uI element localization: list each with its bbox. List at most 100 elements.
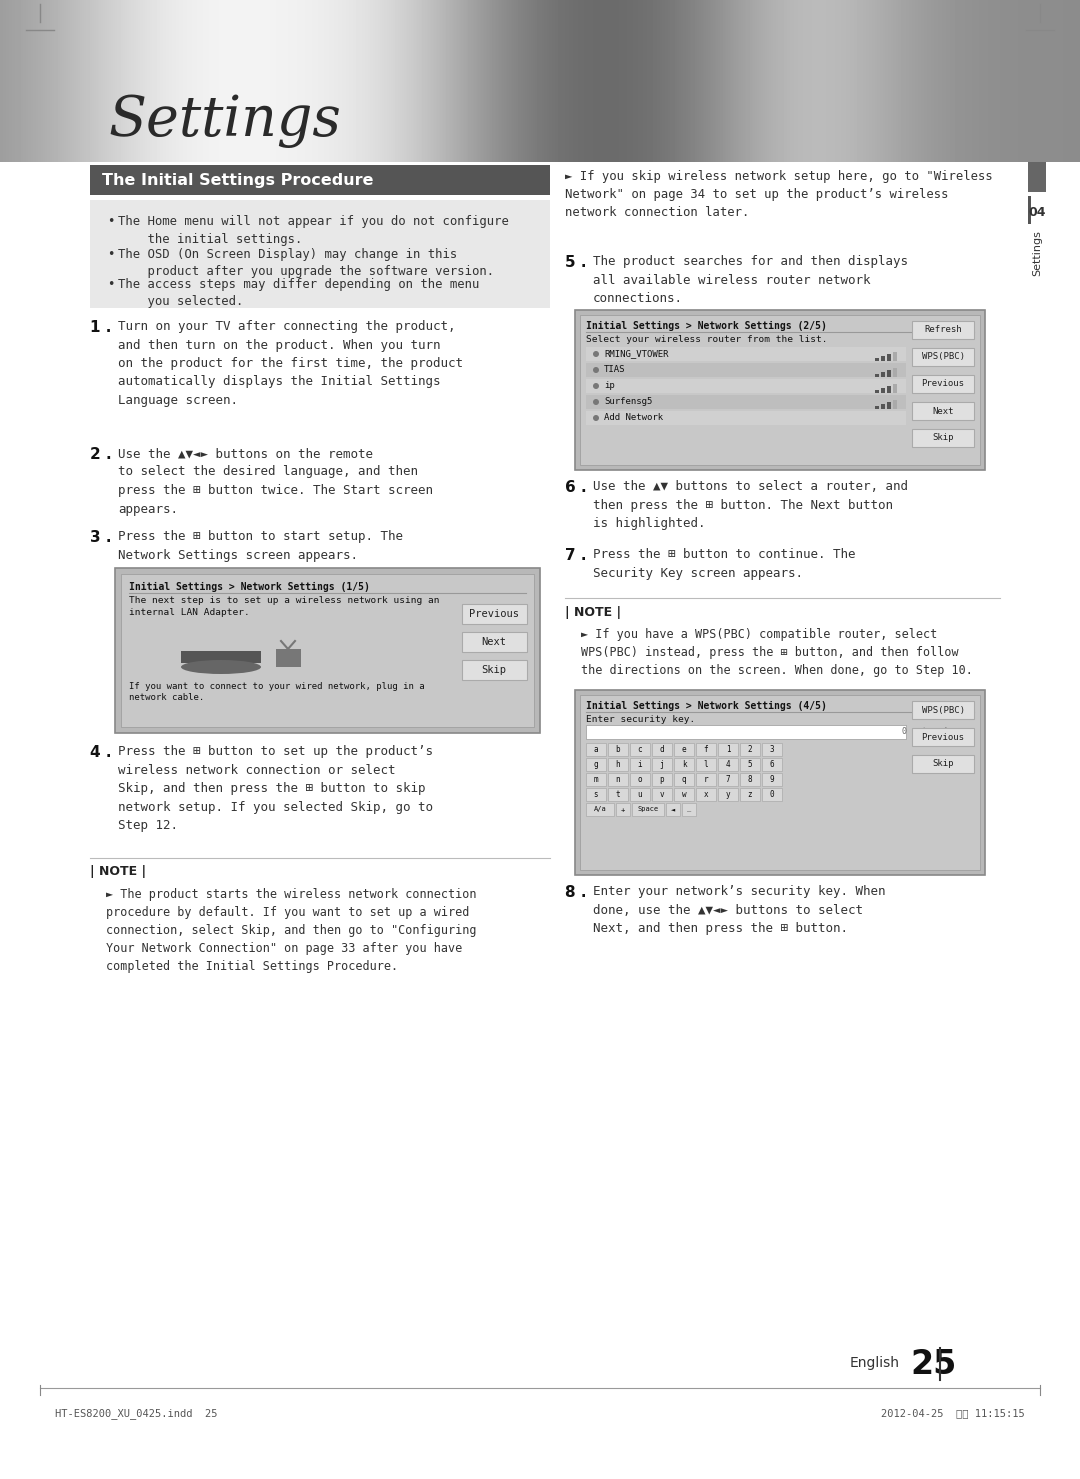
Text: Next: Next bbox=[932, 407, 954, 416]
Bar bbox=[740, 742, 760, 756]
Text: _: _ bbox=[687, 806, 691, 812]
Text: a: a bbox=[594, 745, 598, 754]
Text: 6: 6 bbox=[770, 760, 774, 769]
Text: t: t bbox=[616, 790, 620, 799]
Bar bbox=[893, 399, 897, 410]
Bar bbox=[912, 728, 974, 745]
Text: Refresh: Refresh bbox=[924, 325, 962, 334]
Text: 8 .: 8 . bbox=[565, 884, 586, 901]
Text: g: g bbox=[594, 760, 598, 769]
Text: e: e bbox=[681, 745, 686, 754]
Text: Turn on your TV after connecting the product,
and then turn on the product. When: Turn on your TV after connecting the pro… bbox=[118, 319, 463, 407]
Text: •: • bbox=[107, 214, 114, 228]
Text: WPS(PBC): WPS(PBC) bbox=[921, 352, 964, 361]
Bar bbox=[90, 200, 550, 308]
Text: Previous: Previous bbox=[469, 609, 519, 620]
Text: Enter security key.: Enter security key. bbox=[586, 714, 696, 725]
Text: 7 .: 7 . bbox=[565, 549, 586, 563]
Text: The access steps may differ depending on the menu
    you selected.: The access steps may differ depending on… bbox=[118, 278, 480, 309]
Text: 0 entered: 0 entered bbox=[902, 728, 947, 737]
Bar bbox=[90, 166, 550, 195]
Bar bbox=[630, 774, 650, 785]
Text: 9: 9 bbox=[770, 775, 774, 784]
Bar bbox=[912, 376, 974, 393]
Bar bbox=[652, 742, 672, 756]
Bar bbox=[608, 759, 627, 771]
Bar bbox=[586, 759, 606, 771]
Bar bbox=[586, 379, 906, 393]
Text: s: s bbox=[594, 790, 598, 799]
Bar bbox=[575, 691, 985, 876]
Text: ip: ip bbox=[604, 382, 615, 390]
Bar bbox=[114, 568, 540, 734]
Bar bbox=[718, 742, 738, 756]
Bar bbox=[608, 788, 627, 802]
Text: Press the ⊞ button to start setup. The
Network Settings screen appears.: Press the ⊞ button to start setup. The N… bbox=[118, 529, 403, 562]
Text: d: d bbox=[660, 745, 664, 754]
Bar bbox=[630, 788, 650, 802]
Text: 6 .: 6 . bbox=[565, 481, 586, 495]
Bar bbox=[762, 759, 782, 771]
Text: Surfensg5: Surfensg5 bbox=[604, 398, 652, 407]
Bar bbox=[912, 321, 974, 339]
Bar bbox=[718, 774, 738, 785]
Text: | NOTE |: | NOTE | bbox=[90, 865, 146, 879]
Bar bbox=[586, 742, 606, 756]
Ellipse shape bbox=[181, 660, 261, 674]
Bar bbox=[696, 774, 716, 785]
Ellipse shape bbox=[593, 383, 599, 389]
Text: u: u bbox=[637, 790, 643, 799]
Bar bbox=[616, 803, 630, 816]
Text: Skip: Skip bbox=[482, 666, 507, 674]
Bar bbox=[887, 370, 891, 377]
Text: m: m bbox=[594, 775, 598, 784]
Text: The Initial Settings Procedure: The Initial Settings Procedure bbox=[102, 173, 374, 188]
Bar bbox=[718, 759, 738, 771]
Text: The Home menu will not appear if you do not configure
    the initial settings.: The Home menu will not appear if you do … bbox=[118, 214, 509, 246]
Bar bbox=[881, 373, 885, 377]
Ellipse shape bbox=[593, 399, 599, 405]
Bar bbox=[462, 603, 527, 624]
Bar bbox=[696, 742, 716, 756]
Bar bbox=[1028, 197, 1031, 223]
Text: WPS(PBC): WPS(PBC) bbox=[921, 705, 964, 714]
Text: q: q bbox=[681, 775, 686, 784]
Bar bbox=[887, 402, 891, 410]
Bar bbox=[893, 368, 897, 377]
Text: 25: 25 bbox=[910, 1347, 957, 1381]
Text: A/a: A/a bbox=[594, 806, 606, 812]
Text: x: x bbox=[704, 790, 708, 799]
Bar bbox=[181, 651, 261, 663]
Bar bbox=[632, 803, 664, 816]
Text: Previous: Previous bbox=[921, 380, 964, 389]
Bar bbox=[652, 774, 672, 785]
Bar bbox=[608, 742, 627, 756]
Bar bbox=[276, 649, 301, 667]
Bar bbox=[887, 386, 891, 393]
Text: Use the ▲▼ buttons to select a router, and
then press the ⊞ button. The Next but: Use the ▲▼ buttons to select a router, a… bbox=[593, 481, 908, 529]
Text: Previous: Previous bbox=[921, 732, 964, 741]
Bar bbox=[462, 632, 527, 652]
Ellipse shape bbox=[593, 416, 599, 422]
Bar bbox=[652, 788, 672, 802]
Text: f: f bbox=[704, 745, 708, 754]
Bar bbox=[681, 803, 696, 816]
Bar bbox=[740, 759, 760, 771]
Text: TIAS: TIAS bbox=[604, 365, 625, 374]
Text: i: i bbox=[637, 760, 643, 769]
Text: Initial Settings > Network Settings (2/5): Initial Settings > Network Settings (2/5… bbox=[586, 321, 827, 331]
Bar bbox=[881, 404, 885, 410]
Bar bbox=[586, 725, 906, 740]
Text: Initial Settings > Network Settings (1/5): Initial Settings > Network Settings (1/5… bbox=[129, 583, 369, 592]
Text: Settings: Settings bbox=[1032, 231, 1042, 277]
Bar bbox=[630, 742, 650, 756]
Bar bbox=[652, 759, 672, 771]
Bar bbox=[586, 411, 906, 424]
Bar bbox=[762, 788, 782, 802]
Bar bbox=[875, 407, 879, 410]
Text: w: w bbox=[681, 790, 686, 799]
Bar bbox=[740, 774, 760, 785]
Text: 7: 7 bbox=[726, 775, 730, 784]
Text: 04: 04 bbox=[1028, 206, 1045, 219]
Text: Add Network: Add Network bbox=[604, 414, 663, 423]
